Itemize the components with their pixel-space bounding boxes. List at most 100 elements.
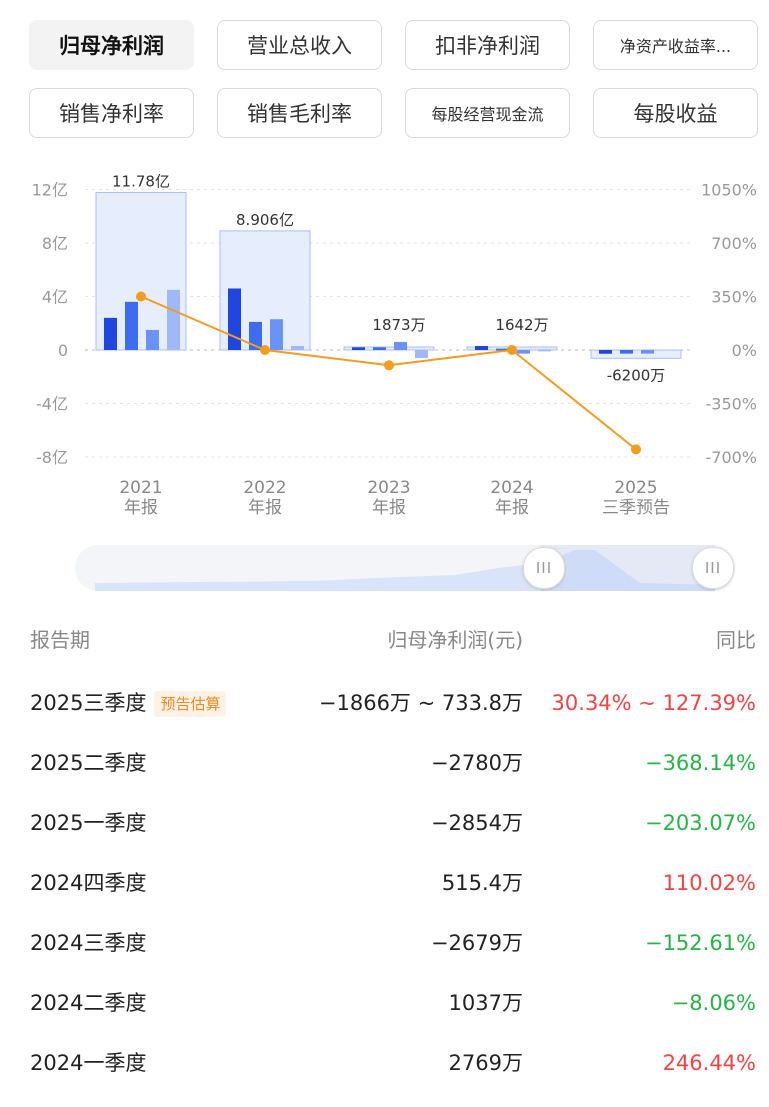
forecast-badge: 预告估算 xyxy=(154,691,227,717)
tab-roe[interactable]: 净资产收益率... xyxy=(593,20,758,70)
category-label: 2023 xyxy=(367,478,410,498)
yoy-point xyxy=(631,444,641,455)
quarter-bar xyxy=(475,345,488,350)
yoy-growth-line xyxy=(136,291,641,455)
left-tick-label: 0 xyxy=(58,341,68,360)
row-yoy: −8.06% xyxy=(671,991,756,1015)
row-yoy: 246.44% xyxy=(662,1051,756,1075)
period-text: 2024二季度 xyxy=(30,991,147,1015)
period-text: 2025二季度 xyxy=(30,751,147,775)
quarter-bar xyxy=(352,347,365,350)
table-header: 报告期 归母净利润(元) 同比 xyxy=(30,615,756,665)
table-row[interactable]: 2025二季度 −2780万 −368.14% xyxy=(30,735,756,795)
annual-value-label: -6200万 xyxy=(607,366,666,384)
category-label: 三季预告 xyxy=(602,498,670,518)
slider-right-handle[interactable]: III xyxy=(692,547,734,589)
row-net-profit: −1866万 ~ 733.8万 xyxy=(318,691,523,715)
right-tick-label: -350% xyxy=(705,395,757,414)
row-net-profit: −2780万 xyxy=(430,751,523,775)
quarter-bar xyxy=(538,349,551,352)
tab-total-revenue[interactable]: 营业总收入 xyxy=(217,20,382,70)
table-row[interactable]: 2025一季度 −2854万 −203.07% xyxy=(30,795,756,855)
quarter-bar xyxy=(270,319,283,350)
net-profit-chart: 12亿 8亿 4亿 0 -4亿 -8亿 1050% 700% 350% 0% -350% -700%… xyxy=(32,172,757,518)
period-text: 2024三季度 xyxy=(30,931,147,955)
tab-net-margin[interactable]: 销售净利率 xyxy=(29,88,194,138)
table-row[interactable]: 2024三季度 −2679万 −152.61% xyxy=(30,915,756,975)
table-row[interactable]: 2024一季度 2769万 246.44% xyxy=(30,1035,756,1095)
right-tick-label: 350% xyxy=(711,288,757,307)
quarter-bar xyxy=(415,350,428,359)
quarter-bar xyxy=(620,350,633,354)
slider-preview xyxy=(95,545,715,591)
annual-value-label: 8.906亿 xyxy=(236,211,294,229)
tab-net-profit[interactable]: 归母净利润 xyxy=(29,20,194,70)
header-yoy: 同比 xyxy=(716,628,756,652)
category-label: 2024 xyxy=(490,478,533,498)
quarter-bar xyxy=(394,341,407,350)
annual-value-label: 1642万 xyxy=(495,316,548,334)
header-net-profit: 归母净利润(元) xyxy=(387,628,523,652)
row-yoy: −368.14% xyxy=(644,751,756,775)
tab-eps[interactable]: 每股收益 xyxy=(593,88,758,138)
row-period: 2024四季度 xyxy=(30,855,146,911)
left-tick-label: 8亿 xyxy=(42,234,68,253)
left-axis: 12亿 8亿 4亿 0 -4亿 -8亿 xyxy=(32,181,68,468)
yoy-point xyxy=(384,360,394,371)
slider-left-handle[interactable]: III xyxy=(523,547,565,589)
left-tick-label: -4亿 xyxy=(36,395,68,414)
row-period: 2024三季度 xyxy=(30,915,146,971)
row-period: 2024二季度 xyxy=(30,975,146,1031)
row-net-profit: 2769万 xyxy=(448,1051,523,1075)
row-yoy: 30.34% ~ 127.39% xyxy=(551,691,756,715)
tab-gross-margin[interactable]: 销售毛利率 xyxy=(217,88,382,138)
data-labels: 11.78亿 8.906亿 1873万 1642万 -6200万 xyxy=(112,172,665,384)
quarter-bar xyxy=(291,345,304,350)
left-tick-label: 12亿 xyxy=(32,181,68,200)
right-tick-label: -700% xyxy=(705,448,757,467)
table-row[interactable]: 2024四季度 515.4万 110.02% xyxy=(30,855,756,915)
row-yoy: −152.61% xyxy=(644,931,756,955)
quarter-bar xyxy=(228,288,241,350)
period-text: 2024四季度 xyxy=(30,871,147,895)
category-label: 2022 xyxy=(243,478,286,498)
quarter-bar xyxy=(125,301,138,350)
table-row[interactable]: 2024二季度 1037万 −8.06% xyxy=(30,975,756,1035)
period-text: 2025一季度 xyxy=(30,811,147,835)
row-net-profit: 1037万 xyxy=(448,991,523,1015)
left-tick-label: -8亿 xyxy=(36,448,68,467)
row-yoy: −203.07% xyxy=(644,811,756,835)
right-axis: 1050% 700% 350% 0% -350% -700% xyxy=(701,181,757,468)
row-net-profit: −2854万 xyxy=(430,811,523,835)
annual-bar xyxy=(590,349,682,359)
row-net-profit: 515.4万 xyxy=(441,871,523,895)
category-label: 年报 xyxy=(124,498,158,518)
category-label: 2021 xyxy=(119,478,162,498)
quarter-bar xyxy=(146,329,159,350)
row-period: 2024一季度 xyxy=(30,1035,146,1091)
row-net-profit: −2679万 xyxy=(430,931,523,955)
annual-value-label: 11.78亿 xyxy=(112,172,170,190)
right-tick-label: 0% xyxy=(732,341,757,360)
row-yoy: 110.02% xyxy=(662,871,756,895)
table-row[interactable]: 2025三季度 预告估算 −1866万 ~ 733.8万 30.34% ~ 127.3… xyxy=(30,675,756,735)
quarter-bar xyxy=(599,350,612,354)
category-label: 年报 xyxy=(495,498,529,518)
yoy-point xyxy=(260,345,270,355)
range-slider[interactable]: III III xyxy=(75,545,735,591)
row-period: 2025二季度 xyxy=(30,735,146,791)
tab-deducted-net-profit[interactable]: 扣非净利润 xyxy=(405,20,570,70)
category-label: 年报 xyxy=(248,498,282,518)
period-text: 2025三季度 xyxy=(30,691,147,715)
header-period: 报告期 xyxy=(30,628,90,652)
yoy-point xyxy=(507,345,517,355)
annual-bar xyxy=(343,346,435,351)
row-period: 2025一季度 xyxy=(30,795,146,851)
tab-operating-cashflow-per-share[interactable]: 每股经营现金流 xyxy=(405,88,570,138)
quarter-bar xyxy=(167,289,180,350)
quarterly-bars xyxy=(104,288,654,359)
row-period: 2025三季度 预告估算 xyxy=(30,675,227,731)
left-tick-label: 4亿 xyxy=(42,288,68,307)
right-tick-label: 1050% xyxy=(701,181,757,200)
